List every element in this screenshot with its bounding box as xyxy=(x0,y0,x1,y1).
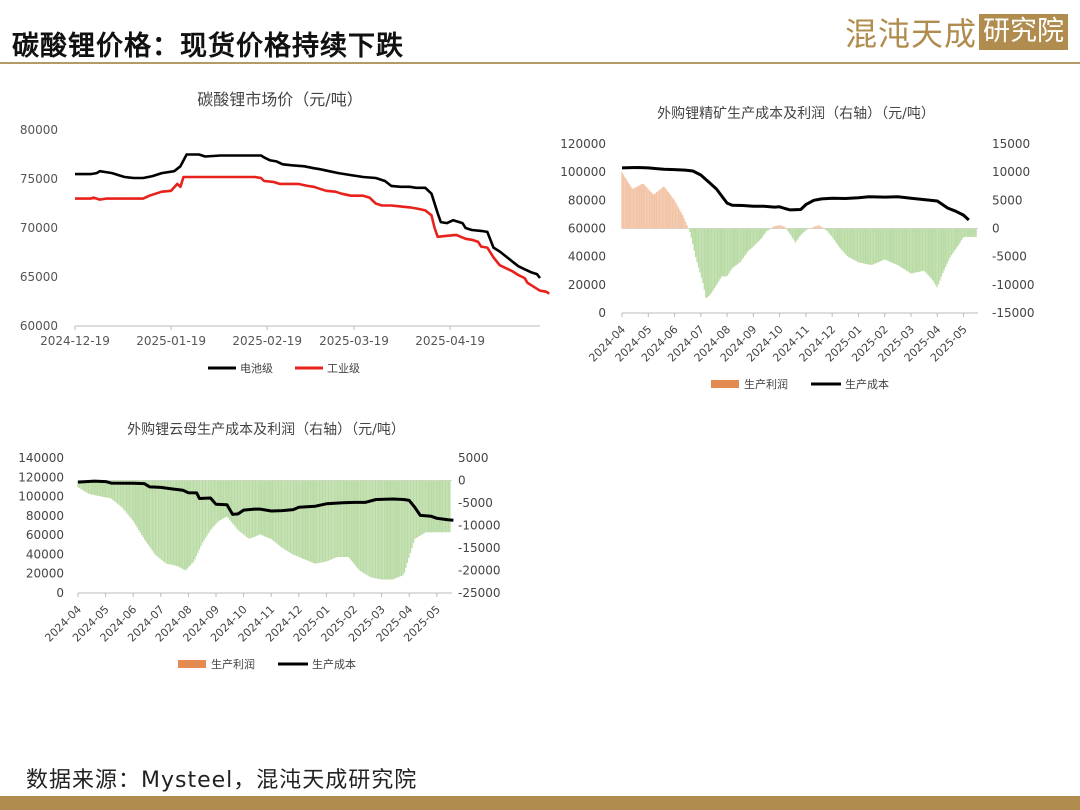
page-title: 碳酸锂价格：现货价格持续下跌 xyxy=(12,31,404,62)
left-y-tick-label: 60000 xyxy=(26,528,64,542)
spodumene-cost-profit-chart: 外购锂精矿生产成本及利润（右轴）（元/吨） 0 20000 40000 60000 800… xyxy=(560,106,1035,391)
series-line-battery-grade xyxy=(75,153,542,279)
legend-label-profit: 生产利润 xyxy=(744,377,788,391)
brand-logo-box: 研究院 xyxy=(979,14,1069,50)
right-y-tick-label: 5000 xyxy=(992,193,1023,207)
legend-label: 电池级 xyxy=(240,362,273,375)
legend-label-profit: 生产利润 xyxy=(211,657,255,671)
right-y-tick-label: 5000 xyxy=(458,451,489,465)
x-tick-label: 2025-02-19 xyxy=(232,334,302,348)
right-y-tick-label: -25000 xyxy=(458,586,501,600)
production-cost-line xyxy=(77,479,454,522)
left-y-tick-label: 20000 xyxy=(26,567,64,581)
legend-swatch-profit xyxy=(711,380,739,388)
legend-swatch-profit xyxy=(178,660,206,668)
x-tick-label: 2025-01-19 xyxy=(136,334,206,348)
y-tick-label: 70000 xyxy=(20,221,58,235)
chart-title: 碳酸锂市场价（元/吨） xyxy=(197,90,362,109)
y-tick-label: 80000 xyxy=(20,123,58,137)
series-line-industrial-grade xyxy=(75,175,551,295)
chart-title: 外购锂云母生产成本及利润（右轴）（元/吨） xyxy=(127,422,405,438)
legend-label-cost: 生产成本 xyxy=(845,377,889,391)
chart-title: 外购锂精矿生产成本及利润（右轴）（元/吨） xyxy=(657,106,935,122)
right-y-tick-label: 10000 xyxy=(992,165,1030,179)
right-y-tick-label: 0 xyxy=(458,474,466,488)
right-y-tick-label: -5000 xyxy=(992,250,1027,264)
header-divider xyxy=(0,62,1080,64)
production-cost-line xyxy=(621,166,970,222)
left-y-tick-label: 80000 xyxy=(568,193,606,207)
left-y-tick-label: 0 xyxy=(598,306,606,320)
left-y-tick-label: 120000 xyxy=(18,470,64,484)
legend-label-cost: 生产成本 xyxy=(312,657,356,671)
left-y-tick-label: 100000 xyxy=(560,165,606,179)
right-y-tick-label: -20000 xyxy=(458,564,501,578)
right-y-tick-label: -5000 xyxy=(458,496,493,510)
left-y-tick-label: 40000 xyxy=(26,547,64,561)
x-tick-label: 2024-12-19 xyxy=(40,334,110,348)
x-tick-label: 2025-03-19 xyxy=(319,334,389,348)
lithium-price-chart: 碳酸锂市场价（元/吨） 60000 65000 70000 75000 80000 2024… xyxy=(20,90,551,375)
left-y-tick-label: 60000 xyxy=(568,222,606,236)
left-y-tick-label: 100000 xyxy=(18,490,64,504)
right-y-tick-label: -15000 xyxy=(458,541,501,555)
y-tick-label: 65000 xyxy=(20,270,58,284)
right-y-tick-label: -10000 xyxy=(458,519,501,533)
right-y-tick-label: 15000 xyxy=(992,137,1030,151)
left-y-tick-label: 0 xyxy=(56,586,64,600)
left-y-tick-label: 20000 xyxy=(568,278,606,292)
left-y-tick-label: 140000 xyxy=(18,451,64,465)
x-tick-label: 2025-04-19 xyxy=(415,334,485,348)
right-y-tick-label: 0 xyxy=(992,222,1000,236)
right-y-tick-label: -10000 xyxy=(992,278,1035,292)
brand-logo-script: 混沌天成 xyxy=(845,15,978,53)
footer-bar xyxy=(0,796,1080,810)
y-tick-label: 75000 xyxy=(20,172,58,186)
lepidolite-cost-profit-chart: 外购锂云母生产成本及利润（右轴）（元/吨） 0 20000 40000 60000 800… xyxy=(18,422,501,671)
source-note: 数据来源：Mysteel，混沌天成研究院 xyxy=(26,768,418,793)
brand-logo: 混沌天成 研究院 xyxy=(845,12,1069,53)
right-y-tick-label: -15000 xyxy=(992,306,1035,320)
left-y-tick-label: 80000 xyxy=(26,509,64,523)
left-y-tick-label: 40000 xyxy=(568,250,606,264)
y-tick-label: 60000 xyxy=(20,319,58,333)
legend-label: 工业级 xyxy=(327,362,360,375)
left-y-tick-label: 120000 xyxy=(560,137,606,151)
